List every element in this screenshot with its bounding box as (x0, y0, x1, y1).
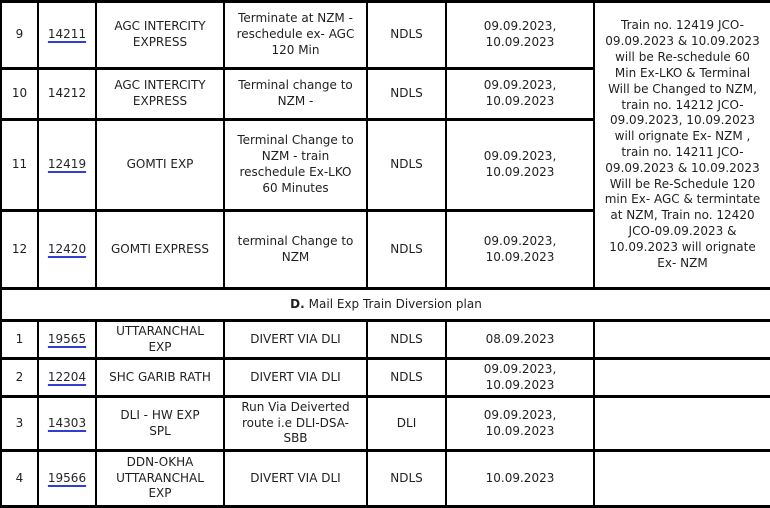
train-number-cell: 19566 (37, 449, 97, 508)
train-name-cell: DDN-OKHA UTTARANCHAL EXP (95, 449, 225, 508)
serial-cell: 9 (0, 0, 39, 70)
station-cell: NDLS (366, 209, 447, 290)
train-name-cell: UTTARANCHAL EXP (95, 319, 225, 360)
train-name-cell: DLI - HW EXP SPL (95, 395, 225, 452)
serial-cell: 4 (0, 449, 39, 508)
station-cell: NDLS (366, 118, 447, 212)
train-name-cell: GOMTI EXPRESS (95, 209, 225, 290)
action-cell: Terminal change to NZM - (223, 67, 368, 121)
train-number-link[interactable]: 12420 (47, 241, 87, 256)
dates-cell: 08.09.2023 (445, 319, 595, 360)
table-row: 9 14211 AGC INTERCITY EXPRESS Terminate … (0, 0, 770, 290)
dates-cell: 09.09.2023, 10.09.2023 (445, 0, 595, 70)
action-cell: DIVERT VIA DLI (223, 357, 368, 398)
train-number-text: 14212 (47, 86, 87, 101)
train-number-cell: 12419 (37, 118, 97, 212)
serial-cell: 1 (0, 319, 39, 360)
remarks-cell: Train no. 12419 JCO- 09.09.2023 & 10.09.… (593, 0, 770, 290)
train-number-cell: 12420 (37, 209, 97, 290)
dates-cell: 09.09.2023, 10.09.2023 (445, 395, 595, 452)
train-number-link[interactable]: 12419 (47, 157, 87, 172)
action-cell: Run Via Deiverted route i.e DLI-DSA- SBB (223, 395, 368, 452)
train-number-cell: 19565 (37, 319, 97, 360)
dates-cell: 09.09.2023, 10.09.2023 (445, 357, 595, 398)
table-row: 11 12419 GOMTI EXP Terminal Change to NZ… (0, 118, 770, 212)
train-number-cell: 14211 (37, 0, 97, 70)
table-row: 3 14303 DLI - HW EXP SPL Run Via Deivert… (0, 395, 770, 452)
train-number-link[interactable]: 19565 (47, 331, 87, 346)
train-name-cell: AGC INTERCITY EXPRESS (95, 0, 225, 70)
station-cell: NDLS (366, 319, 447, 360)
serial-cell: 2 (0, 357, 39, 398)
train-number-cell: 14212 (37, 67, 97, 121)
train-number-link[interactable]: 14211 (47, 27, 87, 42)
action-cell: terminal Change to NZM (223, 209, 368, 290)
action-cell: DIVERT VIA DLI (223, 449, 368, 508)
train-number-link[interactable]: 19566 (47, 470, 87, 485)
serial-cell: 12 (0, 209, 39, 290)
station-cell: DLI (366, 395, 447, 452)
dates-cell: 09.09.2023, 10.09.2023 (445, 118, 595, 212)
section-d-header: D. Mail Exp Train Diversion plan (0, 287, 770, 322)
station-cell: NDLS (366, 67, 447, 121)
station-cell: NDLS (366, 0, 447, 70)
remarks-cell-empty (593, 357, 770, 398)
section-d-letter: D. (290, 296, 305, 311)
table-row: 1 19565 UTTARANCHAL EXP DIVERT VIA DLI N… (0, 319, 770, 360)
serial-cell: 10 (0, 67, 39, 121)
table-row: 2 12204 SHC GARIB RATH DIVERT VIA DLI ND… (0, 357, 770, 398)
station-cell: NDLS (366, 449, 447, 508)
serial-cell: 11 (0, 118, 39, 212)
train-name-cell: AGC INTERCITY EXPRESS (95, 67, 225, 121)
remarks-cell-empty (593, 319, 770, 360)
action-cell: Terminal Change to NZM - train reschedul… (223, 118, 368, 212)
remarks-cell-empty (593, 395, 770, 452)
train-number-cell: 14303 (37, 395, 97, 452)
station-cell: NDLS (366, 357, 447, 398)
dates-cell: 10.09.2023 (445, 449, 595, 508)
table-row: 4 19566 DDN-OKHA UTTARANCHAL EXP DIVERT … (0, 449, 770, 508)
train-number-link[interactable]: 14303 (47, 415, 87, 430)
action-cell: DIVERT VIA DLI (223, 319, 368, 360)
train-number-cell: 12204 (37, 357, 97, 398)
train-name-cell: GOMTI EXP (95, 118, 225, 212)
train-name-cell: SHC GARIB RATH (95, 357, 225, 398)
train-number-link[interactable]: 12204 (47, 369, 87, 384)
section-d-title: Mail Exp Train Diversion plan (308, 296, 482, 311)
remarks-cell-empty (593, 449, 770, 508)
dates-cell: 09.09.2023, 10.09.2023 (445, 67, 595, 121)
action-cell: Terminate at NZM - reschedule ex- AGC 12… (223, 0, 368, 70)
serial-cell: 3 (0, 395, 39, 452)
table-row: 10 14212 AGC INTERCITY EXPRESS Terminal … (0, 67, 770, 121)
section-header-row: D. Mail Exp Train Diversion plan (0, 287, 770, 322)
dates-cell: 09.09.2023, 10.09.2023 (445, 209, 595, 290)
table-row: 12 12420 GOMTI EXPRESS terminal Change t… (0, 209, 770, 290)
